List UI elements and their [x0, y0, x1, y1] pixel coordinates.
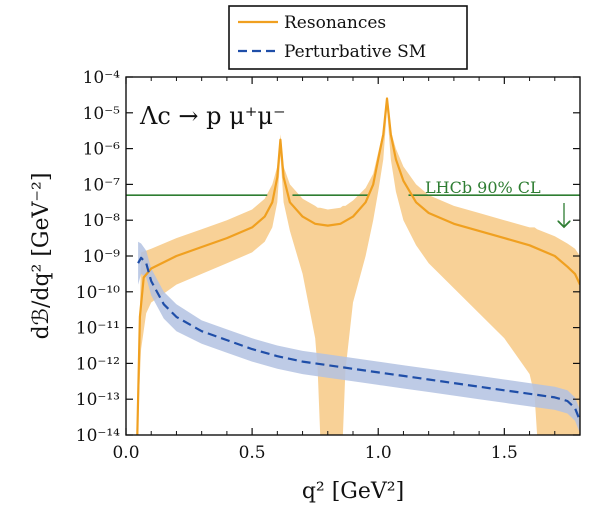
y-tick-label: 10⁻¹⁴	[76, 426, 120, 446]
y-tick-label: 10⁻¹³	[76, 390, 120, 410]
y-tick-label: 10⁻⁷	[83, 175, 121, 195]
x-tick-label: 0.0	[112, 443, 139, 463]
axis-ticks: 0.0 0.5 1.0 1.5 10⁻¹⁴ 10⁻¹³ 10⁻¹² 10⁻¹¹ 10⁻¹⁰ 10⁻…	[76, 68, 580, 463]
series-lines	[136, 97, 580, 435]
y-tick-label: 10⁻¹⁰	[76, 283, 120, 303]
x-tick-label: 1.5	[491, 443, 518, 463]
process-annotation: Λc → p μ⁺μ⁻	[139, 102, 286, 130]
y-tick-label: 10⁻⁴	[83, 68, 121, 88]
y-tick-label: 10⁻⁵	[83, 104, 121, 124]
y-axis-title: dℬ/dq² [GeV⁻²]	[29, 173, 54, 340]
limit-label: LHCb 90% CL	[425, 178, 541, 197]
legend-label-resonances: Resonances	[284, 13, 386, 33]
y-tick-label: 10⁻⁶	[83, 140, 121, 160]
x-tick-label: 1.0	[365, 443, 392, 463]
band-resonances	[137, 96, 580, 435]
series-line-resonances	[136, 97, 580, 435]
legend: Resonances Perturbative SM	[228, 5, 468, 70]
y-tick-label: 10⁻⁹	[83, 247, 121, 267]
y-tick-label: 10⁻¹²	[76, 354, 120, 374]
x-tick-label: 0.5	[239, 443, 266, 463]
y-tick-label: 10⁻¹¹	[76, 319, 120, 339]
x-axis-title: q² [GeV²]	[302, 479, 404, 504]
legend-label-perturbative-sm: Perturbative SM	[284, 42, 426, 62]
y-tick-label: 10⁻⁸	[83, 211, 121, 231]
uncertainty-bands	[137, 96, 580, 435]
legend-box	[228, 5, 468, 70]
